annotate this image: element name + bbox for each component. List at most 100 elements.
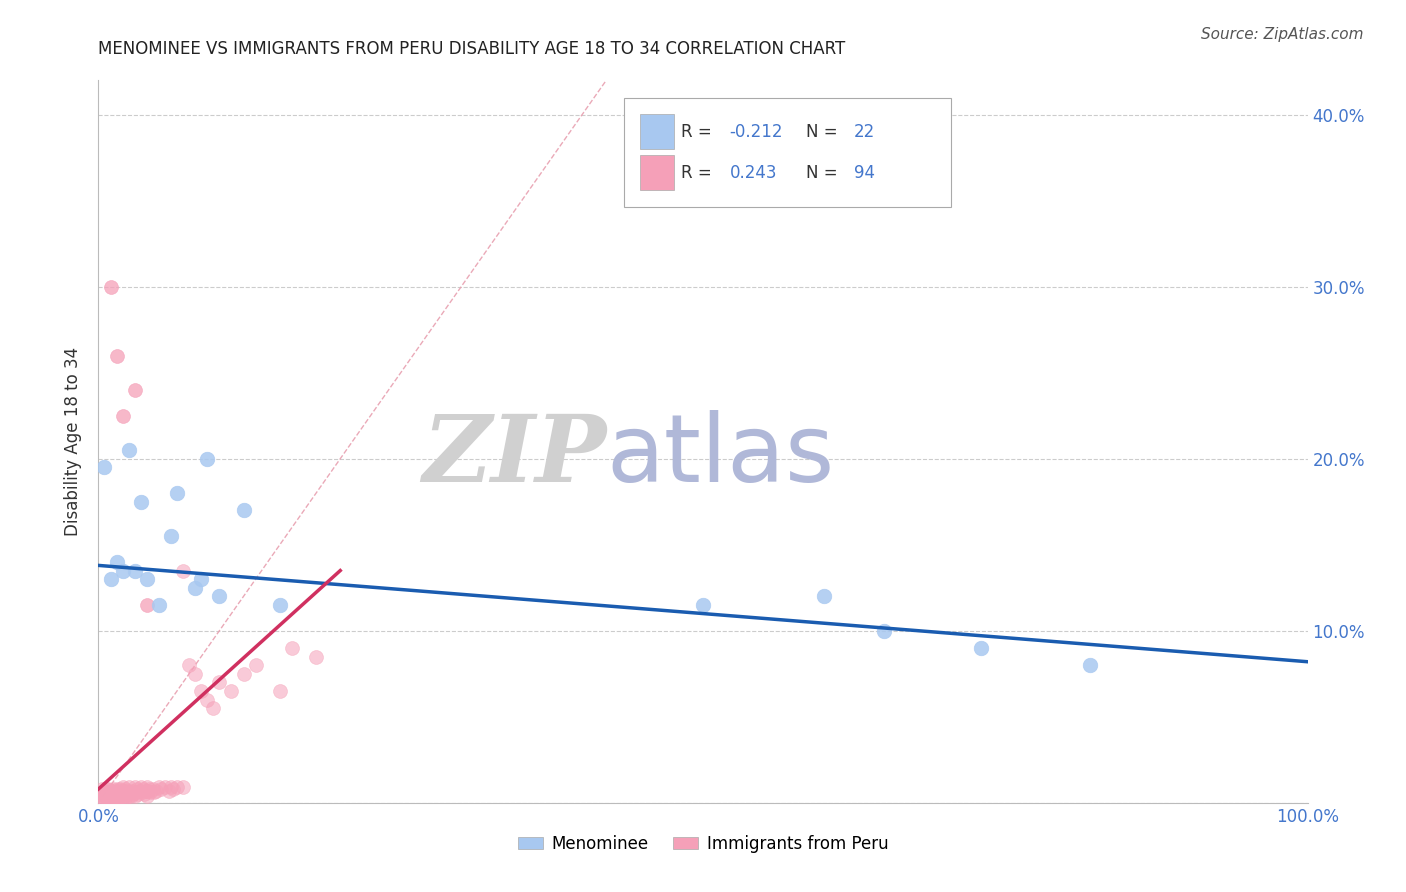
Point — [134, 787, 156, 801]
Text: R =: R = — [682, 122, 717, 141]
Point — [184, 581, 207, 595]
Point — [108, 785, 131, 799]
Point — [93, 460, 115, 475]
Point — [142, 782, 165, 797]
Point — [172, 780, 194, 795]
Point — [135, 572, 157, 586]
Point — [148, 780, 170, 795]
FancyBboxPatch shape — [624, 98, 950, 207]
Point — [202, 701, 225, 715]
Point — [91, 782, 114, 797]
Point — [160, 529, 183, 543]
Point — [190, 684, 212, 698]
Point — [305, 649, 328, 664]
Point — [148, 598, 170, 612]
Text: -0.212: -0.212 — [730, 122, 783, 141]
Point — [96, 785, 118, 799]
Point — [124, 564, 146, 578]
Point — [195, 692, 218, 706]
Point — [190, 572, 212, 586]
Point — [135, 598, 157, 612]
Point — [184, 666, 207, 681]
Point — [107, 790, 129, 805]
Point — [103, 790, 125, 805]
Point — [125, 785, 148, 799]
FancyBboxPatch shape — [640, 114, 673, 149]
Point — [172, 564, 194, 578]
Point — [135, 784, 157, 798]
Point — [195, 451, 218, 466]
Point — [153, 780, 176, 795]
Point — [114, 790, 136, 805]
Point — [131, 785, 153, 799]
Point — [98, 785, 121, 799]
Point — [105, 790, 128, 805]
Point — [108, 782, 131, 797]
Point — [112, 784, 135, 798]
Point — [118, 780, 141, 795]
Point — [136, 784, 159, 798]
Point — [107, 784, 129, 798]
Point — [104, 790, 127, 805]
Point — [269, 684, 291, 698]
Point — [91, 787, 114, 801]
Text: 0.243: 0.243 — [730, 164, 778, 182]
Point — [100, 790, 122, 805]
Point — [132, 782, 155, 797]
Point — [94, 789, 117, 803]
Point — [98, 790, 121, 805]
Point — [232, 666, 254, 681]
Point — [111, 564, 134, 578]
Text: Source: ZipAtlas.com: Source: ZipAtlas.com — [1201, 27, 1364, 42]
Point — [160, 780, 183, 795]
Point — [111, 780, 134, 795]
Point — [105, 787, 128, 801]
Point — [124, 789, 146, 803]
FancyBboxPatch shape — [640, 155, 673, 190]
Point — [127, 782, 149, 797]
Point — [93, 785, 115, 799]
Point — [221, 684, 243, 698]
Point — [122, 787, 145, 801]
Point — [145, 784, 167, 798]
Point — [1078, 658, 1101, 673]
Text: N =: N = — [806, 122, 842, 141]
Point — [110, 787, 132, 801]
Point — [105, 782, 128, 797]
Text: MENOMINEE VS IMMIGRANTS FROM PERU DISABILITY AGE 18 TO 34 CORRELATION CHART: MENOMINEE VS IMMIGRANTS FROM PERU DISABI… — [98, 40, 845, 58]
Point — [91, 790, 114, 805]
Point — [813, 590, 835, 604]
Point — [970, 640, 993, 655]
Point — [96, 790, 118, 805]
Point — [166, 486, 188, 500]
Point — [138, 782, 160, 797]
Point — [100, 279, 122, 293]
Point — [108, 790, 131, 805]
Point — [100, 784, 122, 798]
Point — [269, 598, 291, 612]
Point — [101, 787, 124, 801]
Point — [101, 790, 124, 805]
Point — [124, 383, 146, 397]
Text: R =: R = — [682, 164, 717, 182]
Y-axis label: Disability Age 18 to 34: Disability Age 18 to 34 — [65, 347, 83, 536]
Point — [105, 349, 128, 363]
Point — [94, 790, 117, 805]
Point — [100, 787, 122, 801]
Point — [281, 640, 304, 655]
Text: 94: 94 — [855, 164, 875, 182]
Text: ZIP: ZIP — [422, 411, 606, 501]
Point — [105, 555, 128, 569]
Point — [135, 789, 157, 803]
Point — [121, 784, 143, 798]
Point — [112, 789, 135, 803]
Point — [97, 782, 120, 797]
Point — [245, 658, 267, 673]
Point — [114, 782, 136, 797]
Point — [135, 780, 157, 795]
Point — [100, 572, 122, 586]
Point — [179, 658, 201, 673]
Point — [111, 409, 134, 423]
Point — [93, 790, 115, 805]
Point — [208, 675, 231, 690]
